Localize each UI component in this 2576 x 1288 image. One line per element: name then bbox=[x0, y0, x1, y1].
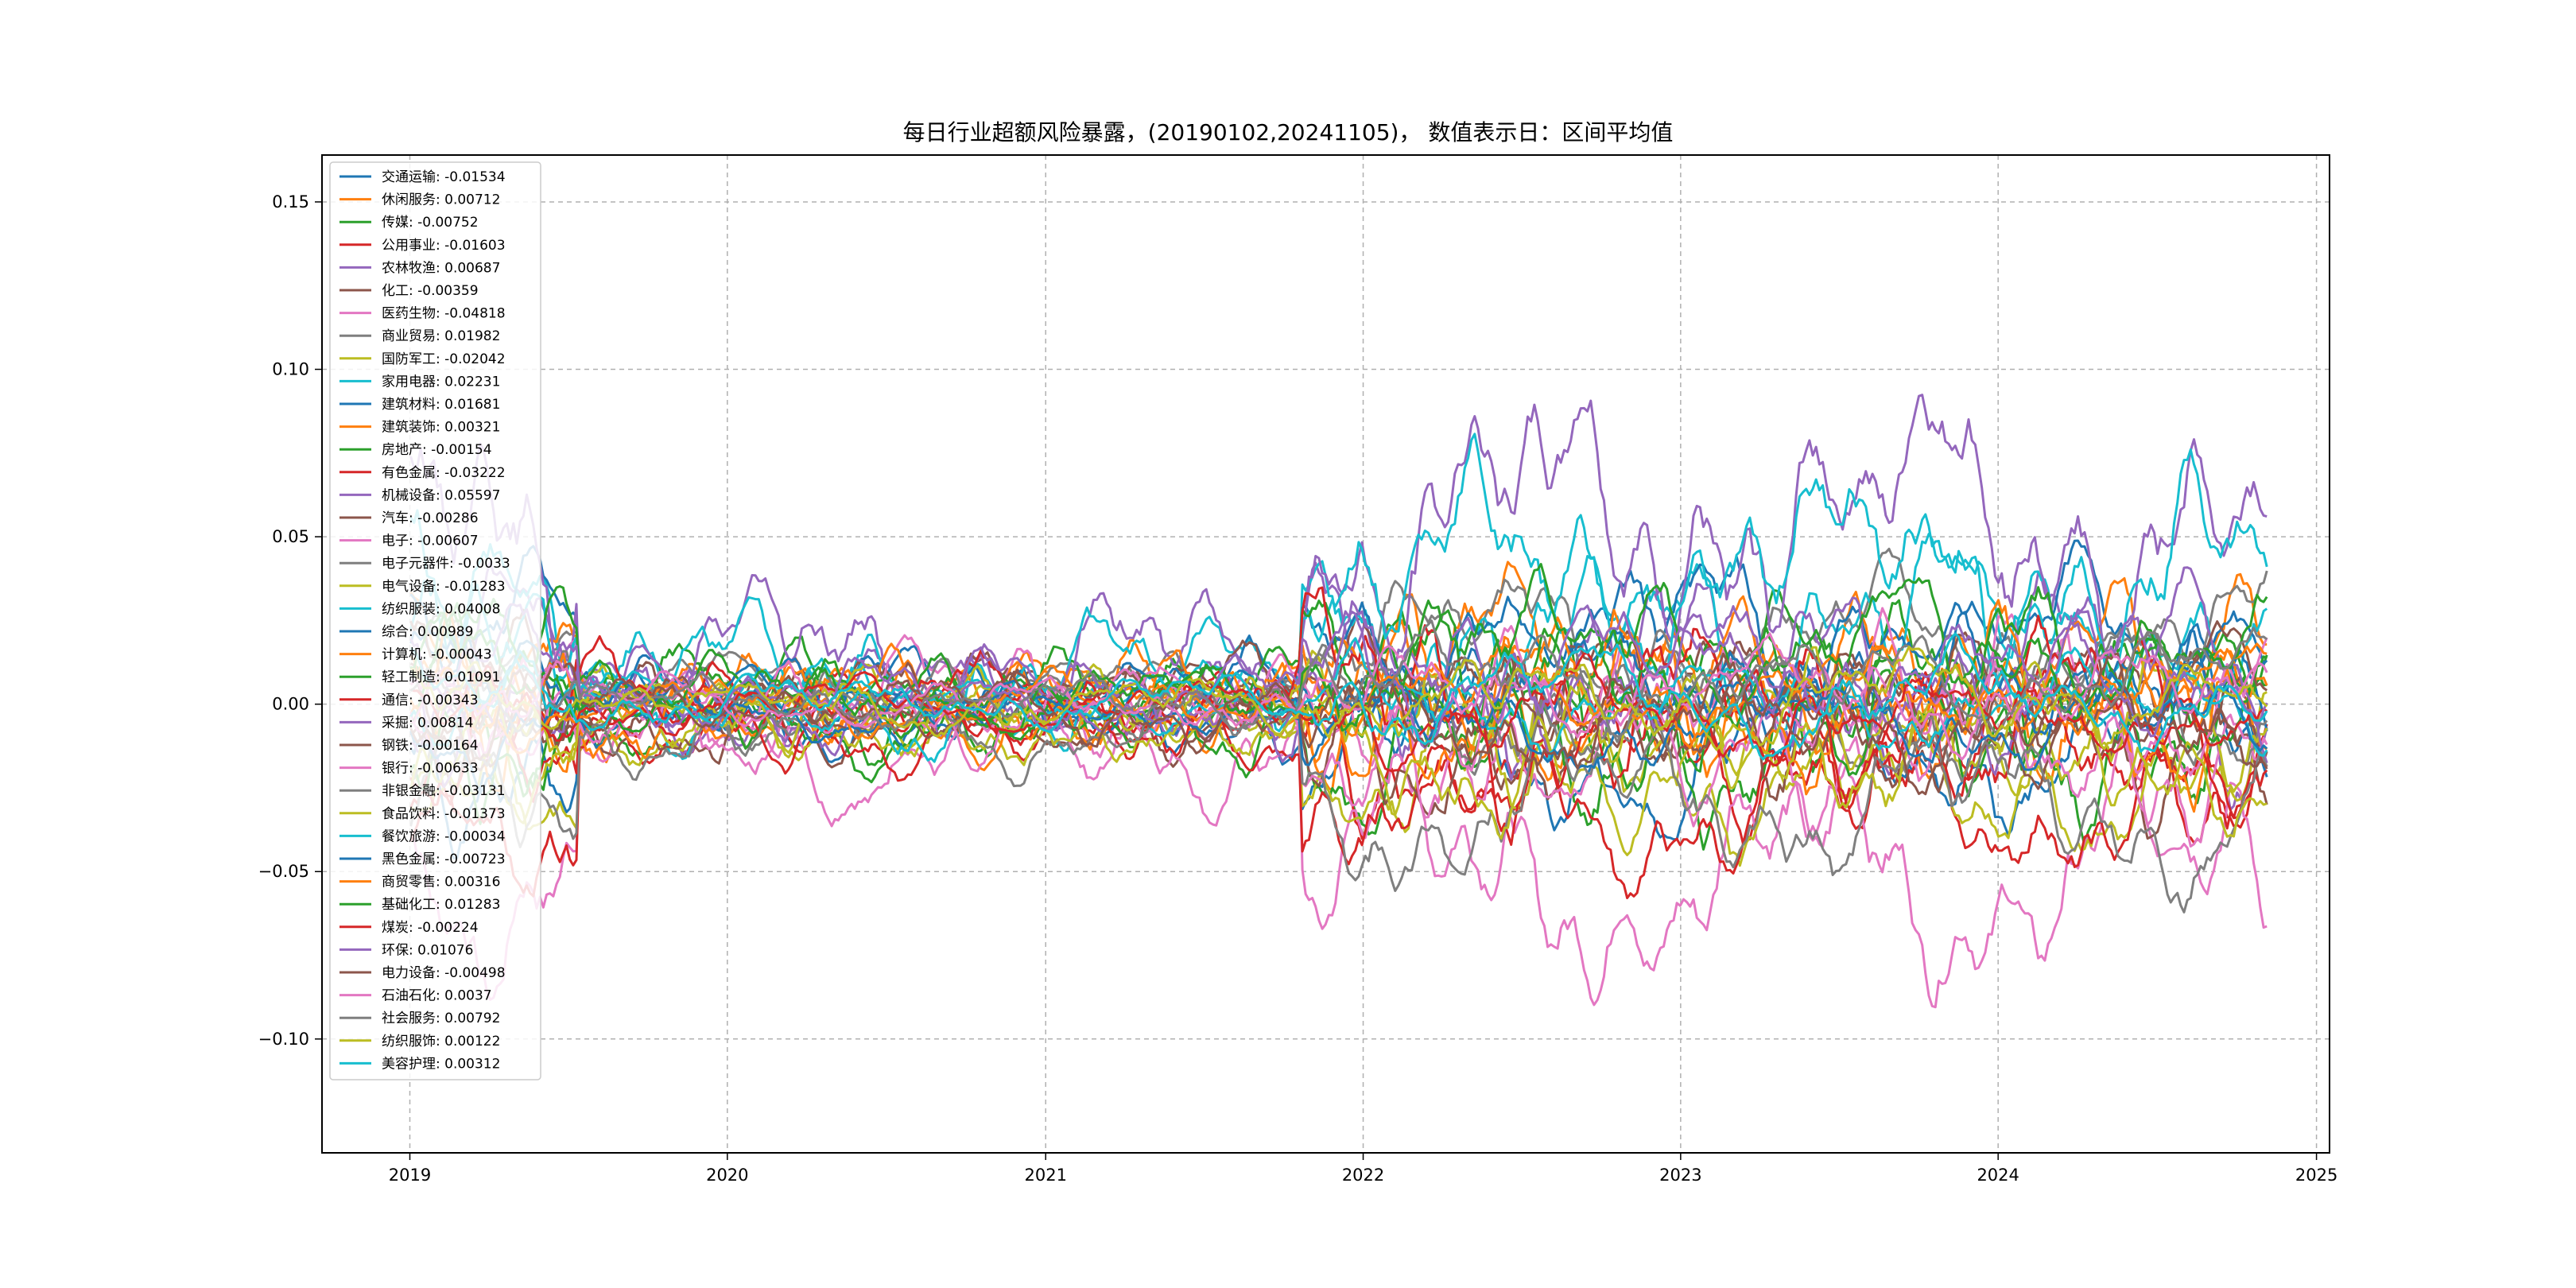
legend-entry-label: 基础化工: 0.01283 bbox=[382, 897, 500, 913]
legend-entry-label: 电力设备: -0.00498 bbox=[382, 965, 506, 981]
legend-box bbox=[329, 161, 541, 1080]
legend-entry-label: 家用电器: 0.02231 bbox=[382, 374, 500, 390]
legend-entry-label: 休闲服务: 0.00712 bbox=[382, 192, 500, 208]
y-tick-label: 0.00 bbox=[272, 695, 309, 714]
series-line bbox=[409, 547, 2268, 730]
series-line bbox=[409, 539, 2268, 736]
x-tick-label: 2022 bbox=[1342, 1166, 1384, 1185]
legend-entry-label: 传媒: -0.00752 bbox=[382, 215, 479, 231]
legend-entry-label: 非银金融: -0.03131 bbox=[382, 783, 506, 799]
series-line bbox=[410, 672, 2268, 867]
plot-area-frame bbox=[321, 154, 2330, 1154]
series-lines bbox=[409, 394, 2268, 1009]
legend-entry-label: 有色金属: -0.03222 bbox=[382, 465, 506, 481]
legend-entry-label: 公用事业: -0.01603 bbox=[382, 238, 506, 254]
legend-entry-label: 农林牧渔: 0.00687 bbox=[382, 260, 500, 276]
series-line bbox=[409, 652, 2268, 796]
legend-entry-label: 美容护理: 0.00312 bbox=[382, 1056, 500, 1072]
legend-entry-label: 机械设备: 0.05597 bbox=[382, 487, 500, 503]
legend: 交通运输: -0.01534 休闲服务: 0.00712 传媒: -0.00752 公… bbox=[329, 161, 541, 1080]
legend-entry-label: 医药生物: -0.04818 bbox=[382, 306, 506, 322]
series-line bbox=[410, 646, 2268, 751]
series-line bbox=[409, 637, 2268, 762]
legend-entry-label: 餐饮旅游: -0.00034 bbox=[382, 828, 506, 844]
legend-entry-label: 化工: -0.00359 bbox=[382, 283, 479, 299]
legend-entry-label: 建筑材料: 0.01681 bbox=[382, 397, 500, 413]
series-line bbox=[409, 603, 2268, 749]
legend-entry-label: 煤炭: -0.00224 bbox=[382, 920, 479, 936]
y-tick-label: −0.05 bbox=[258, 862, 309, 881]
legend-entry-label: 计算机: -0.00043 bbox=[382, 647, 492, 663]
legend-entry-label: 环保: 0.01076 bbox=[382, 942, 473, 958]
series-line bbox=[410, 563, 2268, 739]
series-line bbox=[409, 632, 2268, 761]
y-tick-label: 0.15 bbox=[272, 192, 309, 211]
legend-entry-label: 国防军工: -0.02042 bbox=[382, 351, 506, 367]
legend-entry-label: 石油石化: 0.0037 bbox=[382, 988, 492, 1004]
legend-entry-label: 电子元器件: -0.0033 bbox=[382, 556, 510, 572]
legend-entry-label: 采掘: 0.00814 bbox=[382, 715, 473, 731]
legend-entry-label: 社会服务: 0.00792 bbox=[382, 1011, 500, 1026]
series-line bbox=[409, 394, 2268, 763]
legend-entry-label: 食品饮料: -0.01373 bbox=[382, 806, 506, 822]
legend-entry-label: 通信: -0.00343 bbox=[382, 692, 479, 708]
series-line bbox=[410, 652, 2268, 773]
legend-entry-label: 银行: -0.00633 bbox=[382, 761, 479, 777]
legend-entry-label: 交通运输: -0.01534 bbox=[382, 169, 506, 185]
grid bbox=[322, 155, 2330, 1153]
legend-entry-label: 商业贸易: 0.01982 bbox=[382, 328, 500, 344]
legend-entry-label: 黑色金属: -0.00723 bbox=[382, 852, 506, 867]
legend-entry-label: 综合: 0.00989 bbox=[382, 624, 473, 640]
series-line bbox=[409, 433, 2268, 763]
x-tick-label: 2020 bbox=[706, 1166, 748, 1185]
x-tick-label: 2021 bbox=[1024, 1166, 1066, 1185]
chart-title: 每日行业超额风险暴露，(20190102,20241105)， 数值表示日：区间… bbox=[903, 119, 1674, 145]
x-tick-label: 2019 bbox=[389, 1166, 431, 1185]
legend-entry-label: 房地产: -0.00154 bbox=[382, 442, 492, 458]
series-line bbox=[409, 607, 2268, 828]
series-line bbox=[409, 661, 2268, 899]
legend-entry-label: 纺织服装: 0.04008 bbox=[382, 601, 500, 617]
y-tick-label: 0.10 bbox=[272, 360, 309, 379]
x-tick-label: 2023 bbox=[1659, 1166, 1701, 1185]
x-tick-label: 2024 bbox=[1977, 1166, 2019, 1185]
legend-entry-label: 纺织服饰: 0.00122 bbox=[382, 1034, 500, 1049]
axis-ticks: 2019 2020 2021 2022 2023 2024 2025 0.15 0.10 0.05… bbox=[258, 192, 2338, 1185]
y-tick-label: 0.05 bbox=[272, 527, 309, 546]
legend-entry-label: 建筑装饰: 0.00321 bbox=[382, 420, 500, 436]
y-tick-label: −0.10 bbox=[258, 1030, 309, 1049]
legend-entry-label: 商贸零售: 0.00316 bbox=[382, 875, 500, 890]
legend-entry-label: 汽车: -0.00286 bbox=[382, 510, 479, 526]
legend-entry-label: 轻工制造: 0.01091 bbox=[382, 669, 500, 685]
legend-entry-label: 电气设备: -0.01283 bbox=[382, 579, 506, 595]
x-tick-label: 2025 bbox=[2295, 1166, 2337, 1185]
series-line bbox=[409, 619, 2268, 743]
legend-entry-label: 钢铁: -0.00164 bbox=[382, 738, 479, 754]
legend-entry-label: 电子: -0.00607 bbox=[382, 533, 479, 549]
